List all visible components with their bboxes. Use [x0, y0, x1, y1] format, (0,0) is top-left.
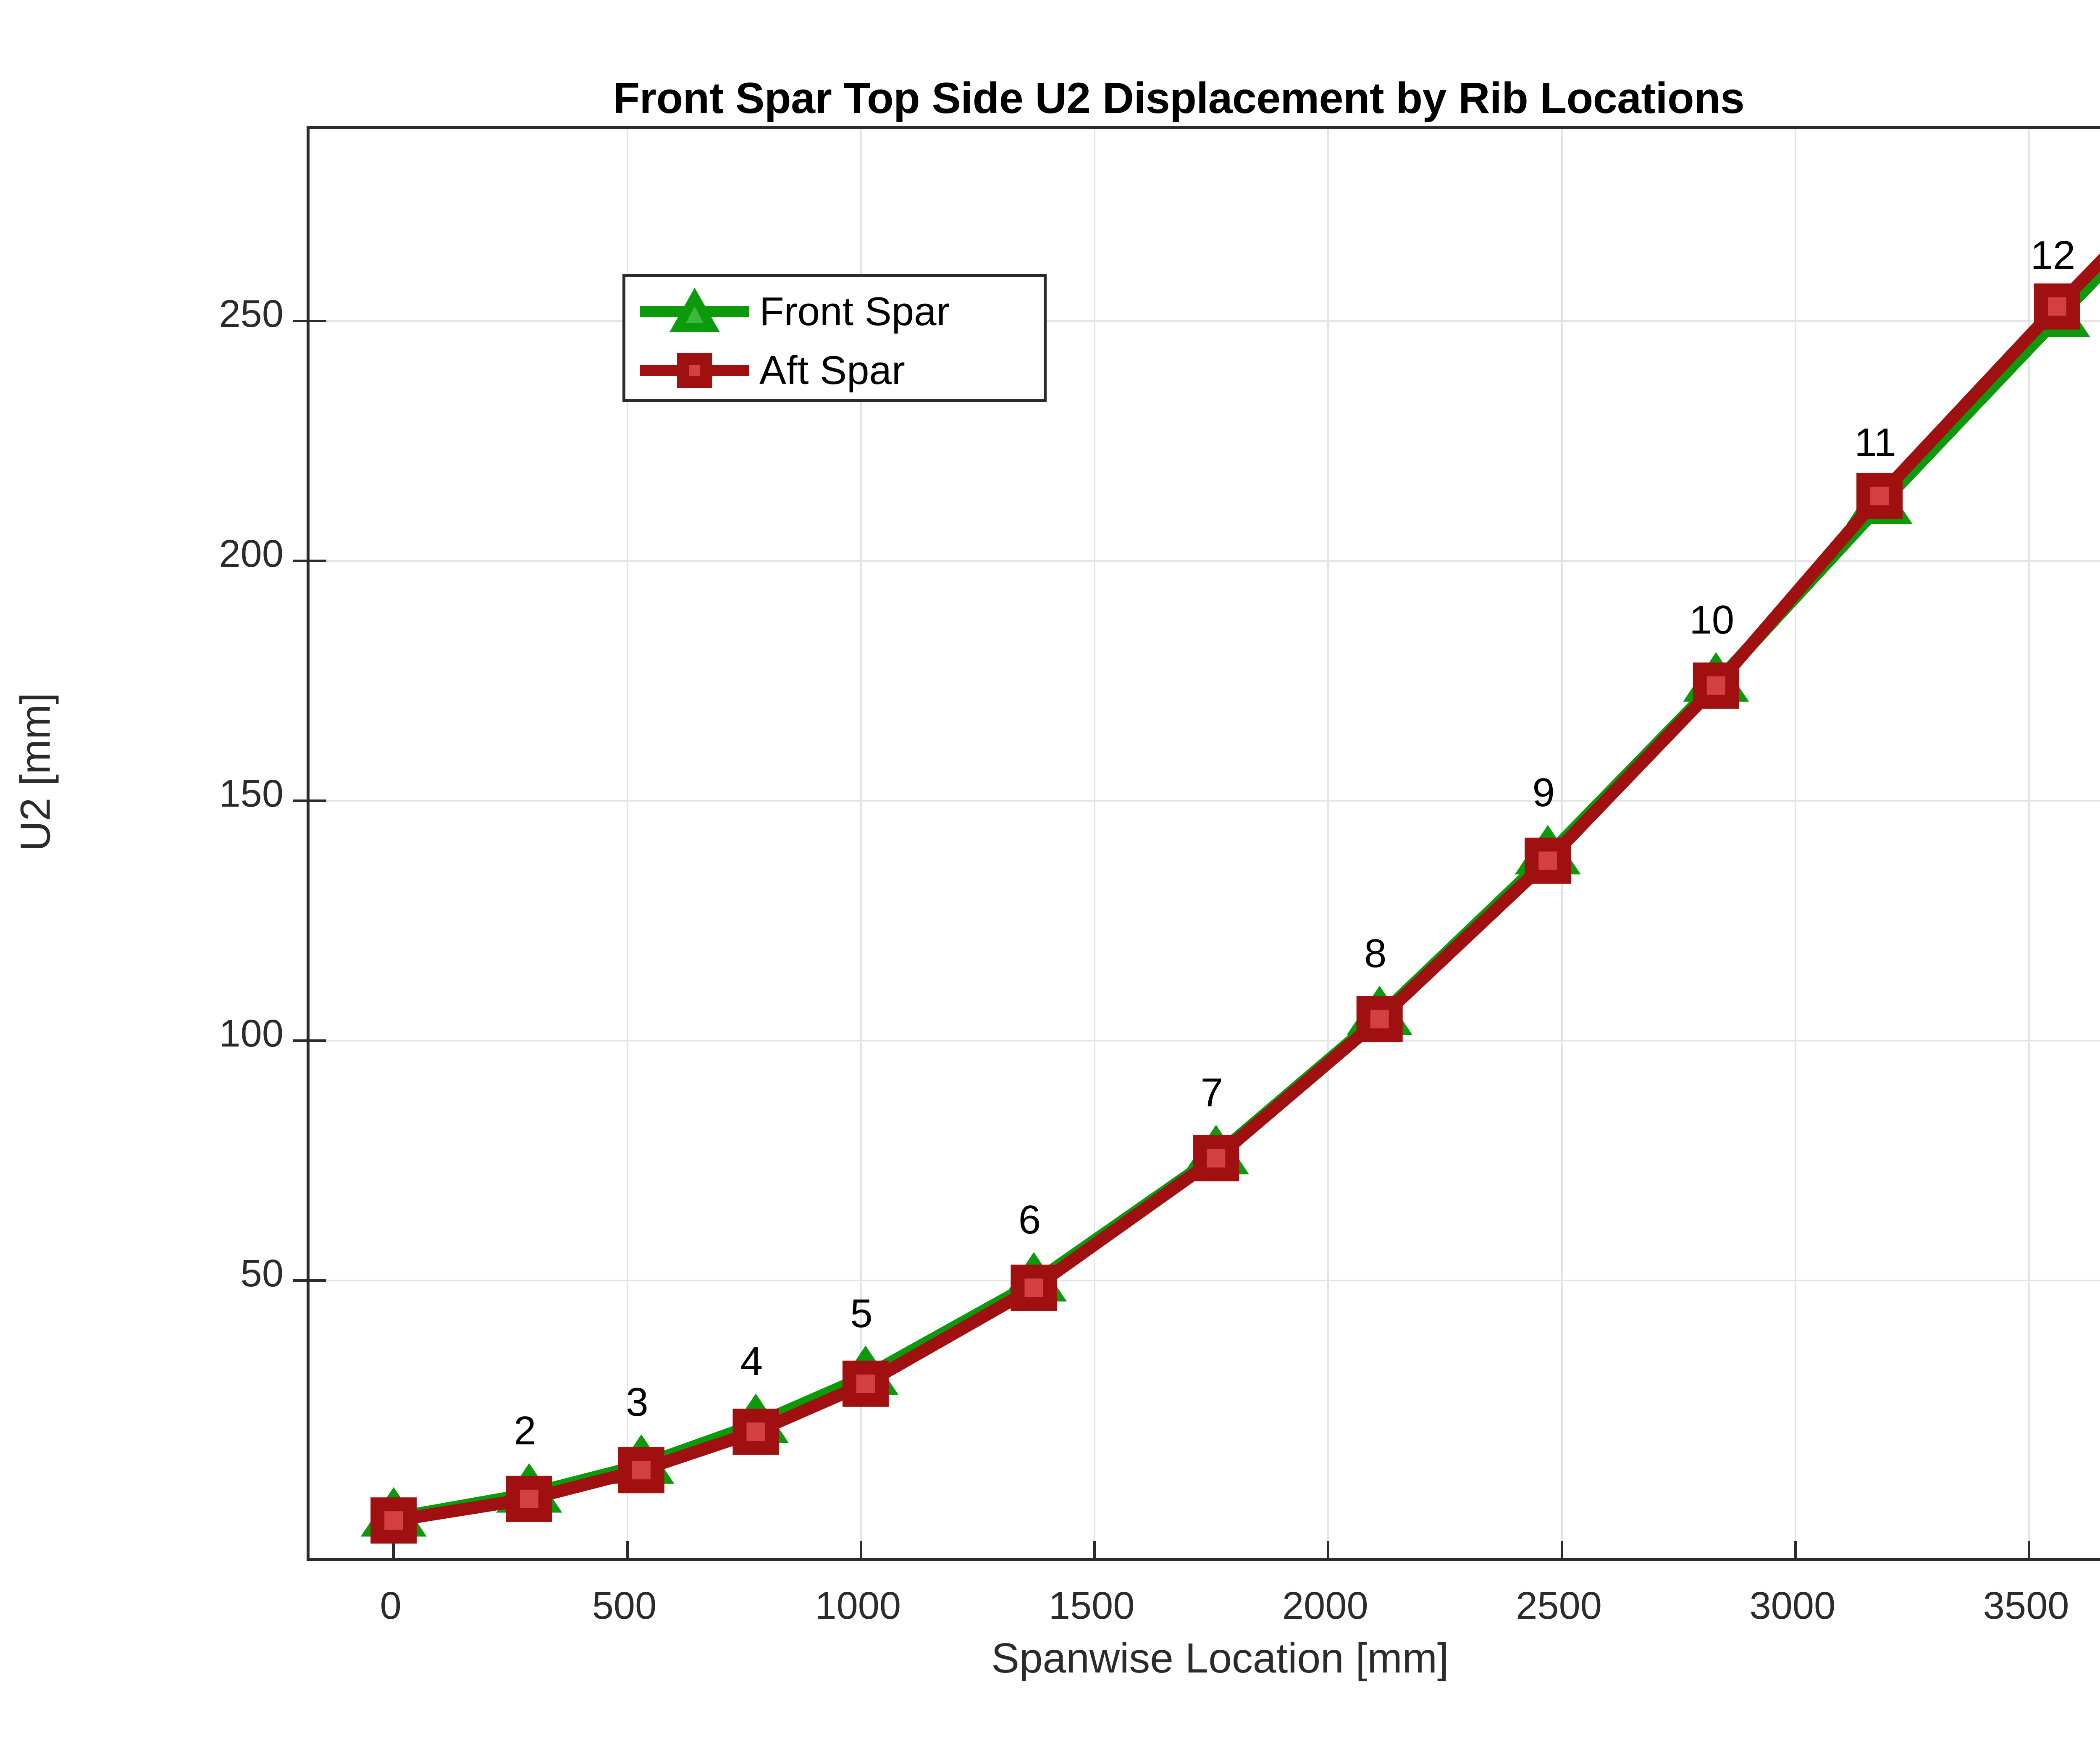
x-tick-mark — [859, 1541, 862, 1558]
y-tick-mark — [293, 319, 310, 322]
marker-square — [1856, 473, 1903, 519]
gridline-vertical — [1327, 129, 1329, 1558]
page-title: Front Spar Top Side U2 Displacement by R… — [613, 74, 1745, 123]
gridline-horizontal — [310, 1040, 2100, 1042]
rib-label-4: 4 — [740, 1339, 763, 1384]
legend-label-front-spar: Front Spar — [759, 289, 950, 334]
x-tick-mark — [1794, 1541, 1797, 1558]
y-tick-mark — [293, 559, 310, 562]
y-tick-mark — [293, 1279, 310, 1282]
legend-label-aft-spar: Aft Spar — [759, 348, 905, 393]
legend-sample-aft-spar — [640, 343, 749, 398]
plot-inner: 2345678910111213 — [293, 129, 2100, 1558]
gridline-horizontal — [310, 560, 2100, 562]
y-tick-mark-inner — [310, 799, 326, 802]
gridline-vertical — [1094, 129, 1096, 1558]
gridline-vertical — [860, 129, 862, 1558]
marker-square-face — [1024, 1278, 1043, 1297]
rib-label-5: 5 — [850, 1291, 873, 1336]
marker-square-face — [1207, 1149, 1226, 1168]
marker-square-face — [1706, 676, 1725, 695]
plot-area: 2345678910111213 Front Spar — [293, 126, 2100, 1561]
marker-square — [842, 1360, 889, 1407]
x-tick-mark — [1560, 1541, 1563, 1558]
y-tick-mark-inner — [310, 319, 326, 322]
y-tick-label: 250 — [219, 292, 284, 335]
marker-square-face — [520, 1489, 538, 1508]
x-tick-label: 1500 — [1048, 1584, 1135, 1627]
gridline-horizontal — [310, 1280, 2100, 1282]
marker-square-face — [1370, 1010, 1389, 1028]
y-tick-mark-inner — [310, 1039, 326, 1042]
x-tick-mark — [392, 1541, 395, 1558]
x-tick-label: 3000 — [1749, 1584, 1836, 1627]
rib-label-9: 9 — [1532, 770, 1555, 815]
rib-label-2: 2 — [514, 1408, 536, 1454]
x-tick-label: 1000 — [815, 1584, 901, 1627]
y-tick-mark-inner — [310, 1279, 326, 1282]
rib-label-8: 8 — [1364, 931, 1387, 976]
y-tick-label: 50 — [240, 1252, 284, 1295]
rib-label-6: 6 — [1018, 1197, 1041, 1242]
legend-sample-front-spar — [640, 284, 749, 339]
x-tick-mark — [2028, 1541, 2031, 1558]
y-tick-mark — [293, 1039, 310, 1042]
marker-square — [1356, 996, 1403, 1042]
marker-square — [2034, 283, 2080, 330]
square-icon — [677, 353, 712, 388]
rib-label-11: 11 — [1854, 420, 1896, 465]
legend-entry-front-spar[interactable]: Front Spar — [625, 284, 1044, 339]
marker-square-face — [2048, 297, 2066, 316]
data-series-layer — [360, 253, 2100, 1544]
gridline-horizontal — [310, 799, 2100, 802]
rib-label-10: 10 — [1689, 597, 1735, 643]
gridline-vertical — [626, 129, 628, 1558]
marker-square-face — [856, 1374, 875, 1393]
y-axis-label: U2 [mm] — [12, 692, 59, 852]
rib-label-7: 7 — [1200, 1070, 1223, 1115]
x-tick-label: 0 — [380, 1584, 402, 1627]
marker-square-face — [746, 1422, 765, 1441]
x-tick-mark — [1093, 1541, 1096, 1558]
y-tick-mark — [293, 799, 310, 802]
marker-square — [1693, 662, 1739, 709]
marker-square-face — [384, 1511, 403, 1530]
marker-square-face — [632, 1461, 651, 1480]
series-aft-spar — [370, 253, 2100, 1544]
y-tick-label: 150 — [219, 772, 284, 815]
triangle-icon — [669, 287, 720, 332]
x-tick-label: 500 — [592, 1584, 657, 1627]
y-tick-mark-inner — [310, 559, 326, 562]
gridline-horizontal — [310, 320, 2100, 322]
marker-square-face — [1870, 486, 1889, 505]
marker-square-face — [1538, 851, 1557, 870]
y-tick-label: 200 — [219, 532, 284, 575]
gridline-vertical — [2028, 129, 2030, 1558]
x-tick-label: 2000 — [1282, 1584, 1368, 1627]
gridline-vertical — [1794, 129, 1796, 1558]
legend-entry-aft-spar[interactable]: Aft Spar — [625, 343, 1044, 398]
x-axis-label: Spanwise Location [mm] — [991, 1635, 1449, 1682]
legend[interactable]: Front Spar Aft Spar — [622, 274, 1047, 402]
rib-label-12: 12 — [2030, 233, 2076, 278]
rib-label-3: 3 — [626, 1379, 648, 1425]
x-tick-mark — [1327, 1541, 1330, 1558]
y-tick-label: 100 — [219, 1012, 284, 1055]
x-tick-mark — [626, 1541, 629, 1558]
x-tick-label: 3500 — [1983, 1584, 2069, 1627]
x-tick-label: 2500 — [1516, 1584, 1602, 1627]
